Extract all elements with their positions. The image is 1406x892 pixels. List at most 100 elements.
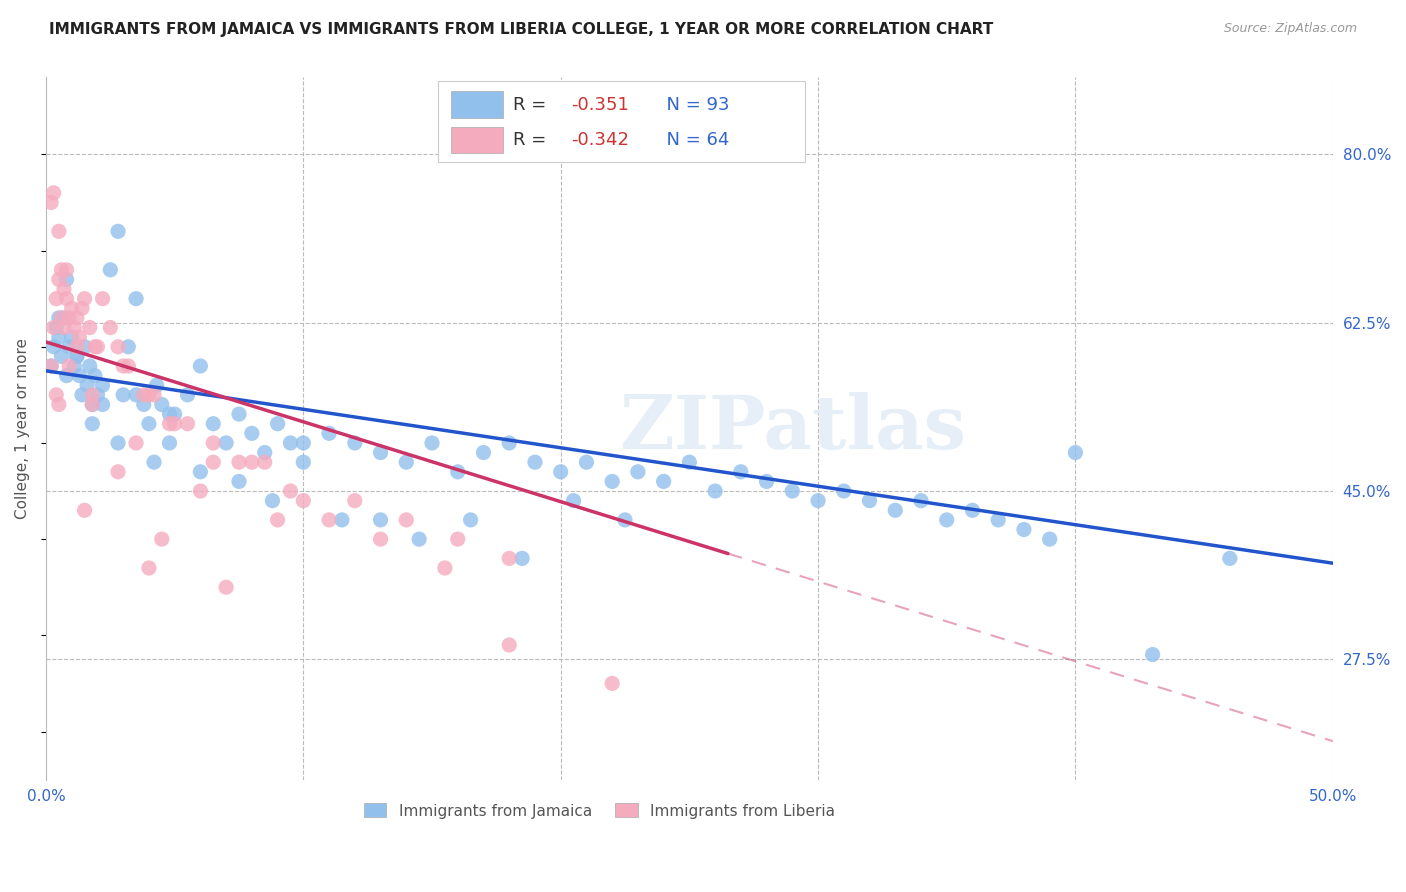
Point xyxy=(782,483,804,498)
Point xyxy=(91,292,114,306)
Point xyxy=(82,397,104,411)
Point xyxy=(63,320,86,334)
Point xyxy=(408,532,430,546)
Point xyxy=(884,503,907,517)
Point xyxy=(447,465,470,479)
Text: Source: ZipAtlas.com: Source: ZipAtlas.com xyxy=(1223,22,1357,36)
Text: N = 93: N = 93 xyxy=(655,95,730,114)
Point xyxy=(79,320,101,334)
Point xyxy=(433,561,456,575)
Point xyxy=(117,340,139,354)
Point xyxy=(163,417,186,431)
Point xyxy=(253,455,276,469)
Point xyxy=(472,445,495,459)
Point xyxy=(370,445,392,459)
Point xyxy=(652,475,675,489)
Point xyxy=(55,292,77,306)
Point xyxy=(600,475,623,489)
Point xyxy=(107,436,129,450)
Point xyxy=(145,378,167,392)
Point xyxy=(228,407,250,421)
Point xyxy=(228,475,250,489)
Point xyxy=(132,397,155,411)
Point xyxy=(550,465,572,479)
Point xyxy=(498,551,520,566)
Point xyxy=(70,388,93,402)
Point xyxy=(39,359,62,373)
Point xyxy=(176,388,198,402)
Point xyxy=(66,350,89,364)
Point xyxy=(253,445,276,459)
Point xyxy=(48,310,70,325)
Point xyxy=(107,465,129,479)
Point xyxy=(67,368,90,383)
Point xyxy=(832,483,855,498)
Point xyxy=(60,301,83,316)
Point xyxy=(190,465,212,479)
Point xyxy=(266,513,288,527)
Point xyxy=(138,417,160,431)
Point xyxy=(562,493,585,508)
Point xyxy=(48,330,70,344)
Text: ZIPatlas: ZIPatlas xyxy=(619,392,966,465)
Point xyxy=(73,340,96,354)
Point xyxy=(460,513,482,527)
Point xyxy=(240,426,263,441)
Point xyxy=(266,417,288,431)
Point xyxy=(755,475,778,489)
Point xyxy=(66,350,89,364)
Point xyxy=(107,340,129,354)
FancyBboxPatch shape xyxy=(451,92,503,118)
Point xyxy=(370,513,392,527)
Point xyxy=(117,359,139,373)
Point xyxy=(58,340,80,354)
Text: N = 64: N = 64 xyxy=(655,131,728,149)
Legend: Immigrants from Jamaica, Immigrants from Liberia: Immigrants from Jamaica, Immigrants from… xyxy=(357,797,841,824)
Point xyxy=(55,262,77,277)
Point xyxy=(150,532,173,546)
Point xyxy=(45,388,67,402)
Point xyxy=(190,483,212,498)
Point xyxy=(51,262,73,277)
Point xyxy=(962,503,984,517)
Point xyxy=(66,340,89,354)
Point xyxy=(45,292,67,306)
Point xyxy=(107,224,129,238)
FancyBboxPatch shape xyxy=(439,81,806,161)
Point xyxy=(125,436,148,450)
Point xyxy=(55,368,77,383)
Point xyxy=(330,513,353,527)
Point xyxy=(910,493,932,508)
Point xyxy=(48,224,70,238)
Point xyxy=(82,397,104,411)
Point xyxy=(202,436,225,450)
Point xyxy=(66,310,89,325)
Point xyxy=(215,436,238,450)
Point xyxy=(150,397,173,411)
Point xyxy=(1012,523,1035,537)
Point xyxy=(91,378,114,392)
Point xyxy=(395,513,418,527)
Point xyxy=(420,436,443,450)
Point xyxy=(935,513,957,527)
Point xyxy=(498,436,520,450)
Point xyxy=(98,262,121,277)
Point xyxy=(730,465,752,479)
Point xyxy=(48,397,70,411)
Point xyxy=(343,493,366,508)
Point xyxy=(73,292,96,306)
Point xyxy=(190,359,212,373)
Point xyxy=(53,282,76,296)
Point xyxy=(987,513,1010,527)
Point xyxy=(86,340,108,354)
Point xyxy=(215,580,238,594)
Point xyxy=(42,340,65,354)
Point xyxy=(202,455,225,469)
Point xyxy=(159,407,181,421)
Point xyxy=(48,272,70,286)
Point xyxy=(42,186,65,200)
Point xyxy=(176,417,198,431)
Point xyxy=(262,493,284,508)
Point xyxy=(138,561,160,575)
Point xyxy=(343,436,366,450)
